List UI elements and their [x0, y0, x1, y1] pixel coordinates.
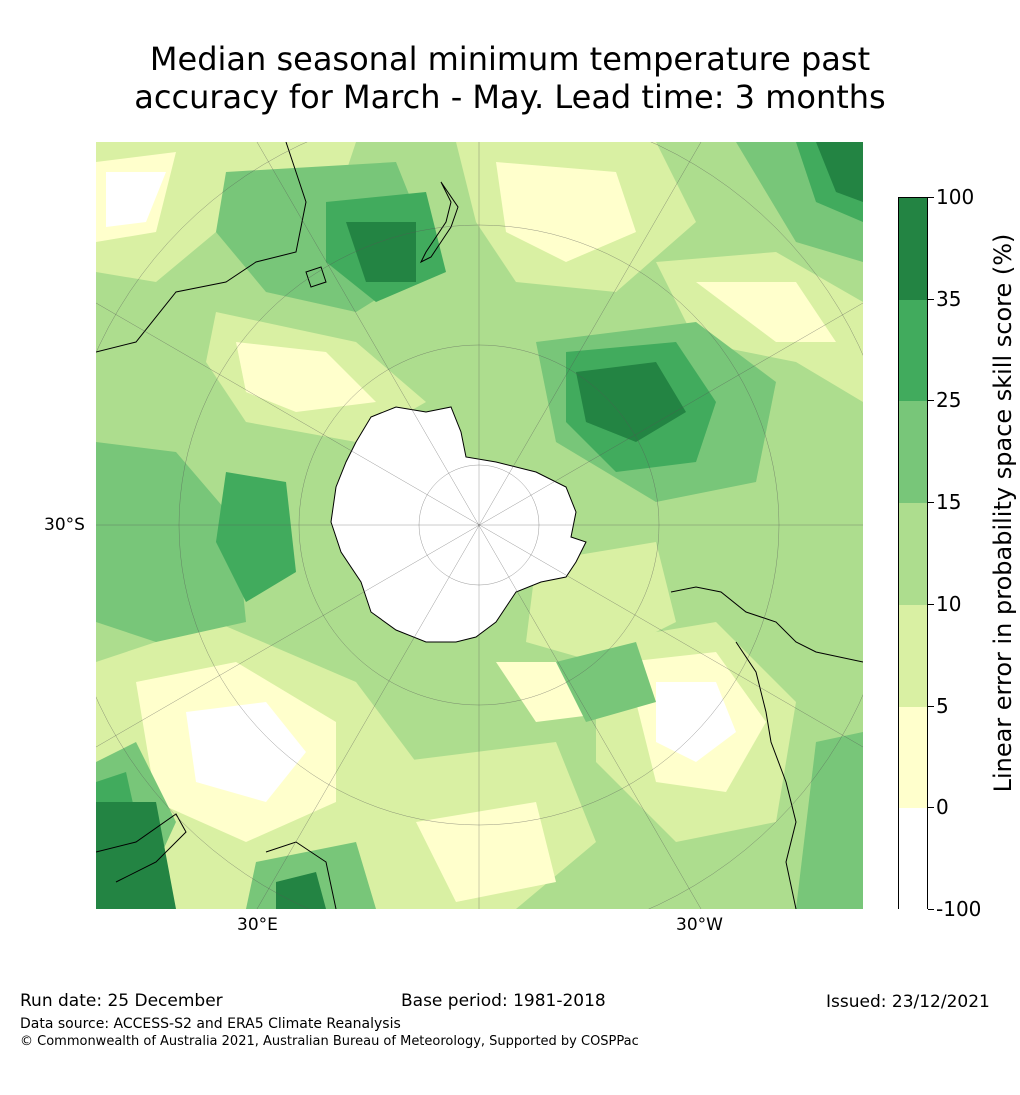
south-america-west-coast: [735, 641, 797, 909]
colorbar-tick-label: 10: [936, 591, 962, 616]
skill-patch: [656, 682, 736, 762]
skill-patch: [816, 142, 863, 202]
new-zealand-coastline: [419, 181, 459, 264]
colorbar-segment: [899, 198, 927, 301]
longitude-label-30w: 30°W: [676, 915, 723, 935]
skill-patch: [576, 362, 686, 442]
colorbar-tick: [928, 705, 934, 707]
colorbar-tick: [928, 807, 934, 809]
skill-patch: [96, 802, 176, 909]
run-date: Run date: 25 December: [20, 991, 223, 1011]
longitude-label-30e: 30°E: [237, 915, 278, 935]
africa-coastline: [96, 813, 187, 883]
tasmania-coastline: [305, 266, 327, 288]
colorbar-tick: [928, 502, 934, 504]
graticule-meridian: [256, 142, 702, 909]
colorbar-title: Linear error in probability space skill …: [989, 233, 1017, 793]
latitude-label-30s: 30°S: [44, 515, 85, 535]
title-line-2: accuracy for March - May. Lead time: 3 m…: [134, 78, 886, 116]
issued-date: Issued: 23/12/2021: [826, 992, 990, 1012]
colorbar-segment: [899, 706, 927, 809]
skill-patch: [346, 222, 416, 282]
skill-patch: [236, 342, 376, 412]
colorbar-segment: [899, 299, 927, 402]
colorbar-tick: [928, 197, 934, 198]
antarctica-landmass: [331, 407, 586, 642]
skill-patch: [106, 172, 166, 227]
map-title: Median seasonal minimum temperature past…: [0, 40, 1020, 116]
skill-patch: [696, 282, 836, 342]
skill-patch: [796, 732, 863, 909]
colorbar-tick-label: 0: [936, 795, 949, 820]
colorbar-tick: [928, 400, 934, 402]
skill-patch: [416, 802, 556, 902]
skill-patch: [186, 702, 306, 802]
polar-skill-map: [96, 142, 863, 909]
skill-patch: [496, 162, 636, 262]
skill-patch: [96, 442, 246, 642]
colorbar-segment: [899, 401, 927, 504]
graticule: [96, 142, 863, 909]
colorbar-tick: [928, 298, 934, 300]
colorbar-segment: [899, 503, 927, 606]
colorbar-tick-label: 100: [936, 185, 975, 209]
base-period: Base period: 1981-2018: [401, 991, 606, 1011]
colorbar-tick-label: 35: [936, 286, 962, 311]
colorbar-segment: [899, 808, 927, 911]
map-canvas: [96, 142, 863, 909]
title-line-1: Median seasonal minimum temperature past: [149, 40, 871, 78]
colorbar-tick: [928, 603, 934, 605]
colorbar-tick-label: 5: [936, 693, 949, 718]
skill-patch: [276, 872, 326, 909]
madagascar-coastline: [265, 841, 337, 909]
australia-coastline: [96, 142, 307, 353]
colorbar-tick-label: 15: [936, 490, 962, 515]
colorbar-segment: [899, 604, 927, 708]
copyright: © Commonwealth of Australia 2021, Austra…: [20, 1034, 639, 1049]
data-source: Data source: ACCESS-S2 and ERA5 Climate …: [20, 1016, 401, 1032]
skill-patch: [216, 472, 296, 602]
south-america-coastline: [670, 586, 863, 663]
colorbar-tick-label: -100: [936, 897, 982, 921]
colorbar-tick-label: 25: [936, 388, 962, 413]
antarctica-coastline: [330, 406, 587, 643]
colorbar-tick: [928, 909, 934, 910]
skill-field: [96, 142, 863, 909]
colorbar: [898, 197, 928, 911]
